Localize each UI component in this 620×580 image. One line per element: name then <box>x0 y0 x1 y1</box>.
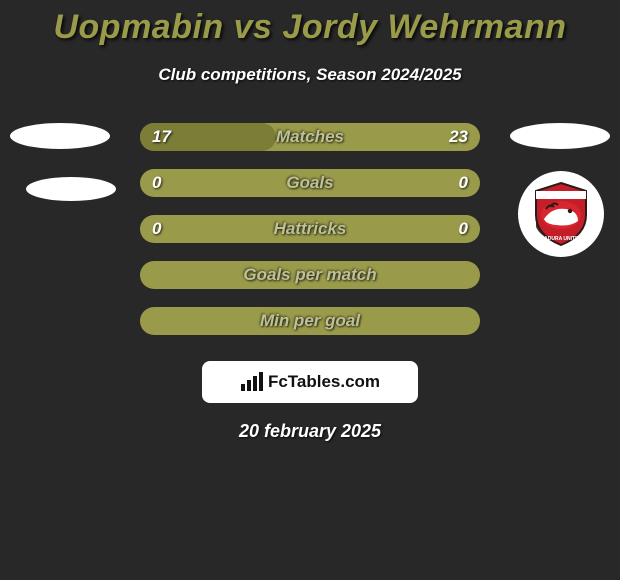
stat-value-right: 0 <box>459 173 468 193</box>
stat-label: Goals <box>0 173 620 193</box>
date-text: 20 february 2025 <box>0 421 620 442</box>
stat-label: Matches <box>0 127 620 147</box>
stat-row: Min per goal <box>0 307 620 353</box>
stat-row: Goals per match <box>0 261 620 307</box>
stat-row: Hattricks0 0 <box>0 215 620 261</box>
stat-label: Hattricks <box>0 219 620 239</box>
branding-box: FcTables.com <box>202 361 418 403</box>
stat-label: Goals per match <box>0 265 620 285</box>
stat-value-left: 0 <box>152 173 161 193</box>
page-title: Uopmabin vs Jordy Wehrmann <box>0 0 620 47</box>
stat-row: Goals0 0 <box>0 169 620 215</box>
branding-text: FcTables.com <box>268 372 380 392</box>
title-text: Uopmabin vs Jordy Wehrmann <box>53 8 566 46</box>
stat-value-right: 23 <box>449 127 468 147</box>
stat-row: Matches17 23 <box>0 123 620 169</box>
subtitle: Club competitions, Season 2024/2025 <box>0 65 620 85</box>
barchart-icon <box>240 372 264 392</box>
stat-value-left: 0 <box>152 219 161 239</box>
stat-label: Min per goal <box>0 311 620 331</box>
stat-value-right: 0 <box>459 219 468 239</box>
stat-value-left: 17 <box>152 127 171 147</box>
stats-area: MADURA UNITED Matches1723Goals00Hattrick… <box>0 123 620 353</box>
